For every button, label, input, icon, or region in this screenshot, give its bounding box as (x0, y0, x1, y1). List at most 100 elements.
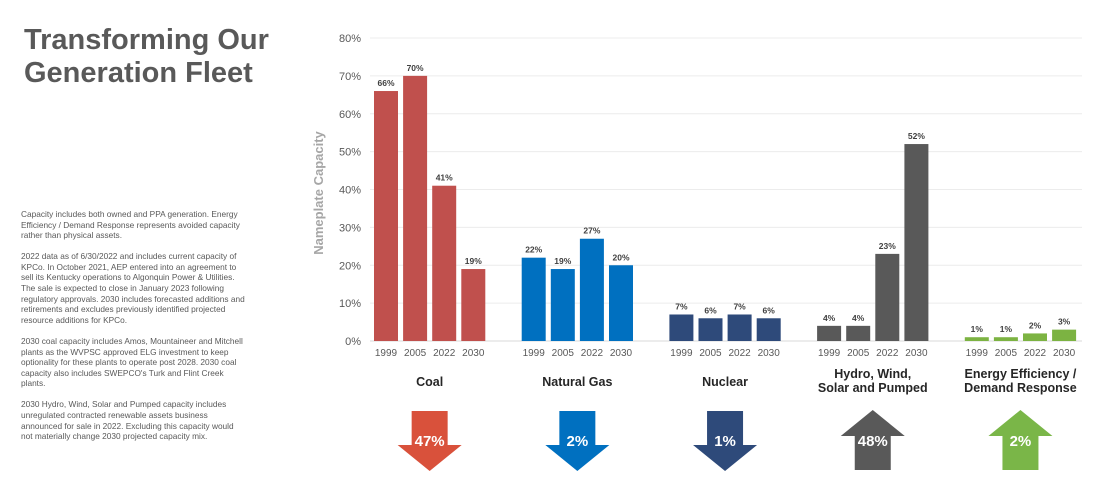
bar (727, 314, 752, 341)
data-label: 3% (1058, 317, 1071, 327)
y-tick-label: 0% (345, 336, 361, 348)
bar (964, 337, 989, 341)
bar (1052, 329, 1077, 341)
x-tick-label: 1999 (818, 348, 841, 359)
x-tick-label: 2005 (404, 348, 427, 359)
y-tick-label: 70% (339, 71, 361, 83)
data-label: 6% (763, 305, 776, 315)
data-label: 19% (554, 256, 571, 266)
footnotes: Capacity includes both owned and PPA gen… (21, 209, 245, 452)
data-label: 52% (908, 131, 925, 141)
bar (550, 269, 575, 341)
gridlines (370, 37, 1082, 304)
x-tick-label: 2022 (1024, 348, 1047, 359)
data-label: 22% (525, 245, 542, 255)
down-arrow-icon (693, 411, 758, 471)
category-label-line: Solar and Pumped (818, 381, 928, 395)
category-label: Energy Efficiency / Demand Response (964, 367, 1077, 395)
category-label: Nuclear (702, 375, 748, 389)
footnote-capacity: Capacity includes both owned and PPA gen… (21, 209, 240, 241)
x-tick-label: 2005 (699, 348, 722, 359)
data-label: 70% (407, 63, 424, 73)
footnote-renewables-2030: 2030 Hydro, Wind, Solar and Pumped capac… (21, 399, 234, 442)
x-tick-label: 2030 (1053, 348, 1076, 359)
y-tick-label: 50% (339, 147, 361, 159)
data-label: 6% (704, 305, 717, 315)
change-label: 1% (714, 433, 736, 450)
category-label-line: Demand Response (964, 381, 1077, 395)
x-tick-label: 1999 (523, 348, 546, 359)
bars: 66% 1999 70% 2005 41% 2022 19% 2030 22% 1999 19% 20… (374, 63, 1077, 359)
x-tick-label: 2022 (433, 348, 456, 359)
bar (374, 91, 398, 342)
data-label: 23% (879, 241, 896, 251)
data-label: 7% (675, 301, 688, 311)
footnote-2022-data: 2022 data as of 6/30/2022 and includes c… (21, 251, 245, 325)
bar (846, 325, 871, 341)
bar (904, 144, 929, 341)
category-label-line: Natural Gas (542, 375, 612, 389)
bar (875, 253, 900, 341)
bar (756, 318, 781, 341)
down-arrow-icon (397, 411, 462, 471)
data-label: 41% (436, 173, 453, 183)
change-label: 2% (567, 433, 589, 450)
change-label: 48% (858, 433, 888, 450)
data-label: 7% (733, 301, 746, 311)
category-label: Hydro, Wind, Solar and Pumped (818, 367, 928, 395)
category-label-line: Coal (416, 375, 443, 389)
x-tick-label: 2030 (610, 348, 633, 359)
y-axis-title: Nameplate Capacity (311, 130, 326, 254)
category-label-line: Energy Efficiency / (965, 367, 1077, 381)
y-axis: 0% 10% 20% 30% 40% 50% 60% 70% 80% (339, 33, 1082, 348)
x-tick-label: 2005 (995, 348, 1018, 359)
bar (817, 325, 842, 341)
data-label: 20% (612, 252, 629, 262)
data-label: 2% (1029, 320, 1042, 330)
category-label-line: Hydro, Wind, (834, 367, 911, 381)
change-label: 2% (1010, 433, 1032, 450)
data-label: 1% (971, 324, 984, 334)
up-arrow-icon (988, 410, 1053, 470)
x-tick-label: 2005 (552, 348, 575, 359)
change-arrows: 47% 2% 1% 48% 2% (397, 410, 1053, 471)
bar (993, 337, 1018, 341)
y-tick-label: 40% (339, 185, 361, 197)
bar (579, 238, 604, 341)
y-tick-label: 10% (339, 298, 361, 310)
y-tick-label: 80% (339, 33, 361, 45)
category-groups: Coal Natural Gas Nuclear Hydro, Wind, Solar … (416, 367, 1077, 395)
data-label: 19% (465, 256, 482, 266)
page-title: Transforming Our Generation Fleet (24, 24, 269, 89)
category-label-line: Nuclear (702, 375, 748, 389)
y-tick-label: 30% (339, 222, 361, 234)
footnote-coal-2030: 2030 coal capacity includes Amos, Mounta… (21, 335, 243, 389)
category-label: Coal (416, 375, 443, 389)
data-label: 27% (583, 226, 600, 236)
y-tick-label: 60% (339, 109, 361, 121)
up-arrow-icon (840, 410, 905, 470)
x-tick-label: 2022 (876, 348, 899, 359)
data-label: 66% (377, 78, 394, 88)
change-label: 47% (415, 433, 445, 450)
bar (521, 257, 546, 341)
bar (1023, 333, 1047, 341)
category-label: Natural Gas (542, 375, 612, 389)
x-tick-label: 1999 (966, 348, 989, 359)
bar (432, 185, 457, 341)
x-tick-label: 2030 (905, 348, 928, 359)
data-label: 4% (852, 313, 865, 323)
x-tick-label: 2030 (758, 348, 781, 359)
x-tick-label: 2030 (462, 348, 485, 359)
x-tick-label: 2022 (728, 348, 751, 359)
y-tick-label: 20% (339, 260, 361, 272)
x-tick-label: 2022 (581, 348, 604, 359)
x-tick-label: 1999 (375, 348, 398, 359)
data-label: 4% (823, 313, 836, 323)
x-tick-label: 1999 (670, 348, 693, 359)
bar (609, 265, 633, 341)
bar (461, 269, 486, 341)
data-label: 1% (1000, 324, 1013, 334)
x-tick-label: 2005 (847, 348, 870, 359)
